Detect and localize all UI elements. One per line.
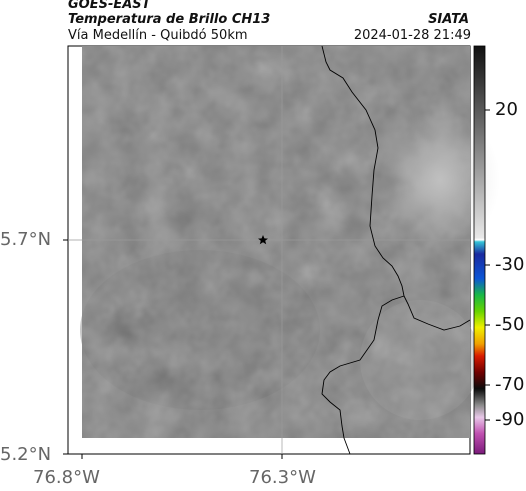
x-tick-label: 76.3°W bbox=[249, 467, 316, 488]
subtitle-timestamp: 2024-01-28 21:49 bbox=[353, 28, 471, 43]
title-org: SIATA bbox=[428, 12, 469, 27]
star-icon bbox=[258, 235, 268, 245]
y-tick-label: 5.7°N bbox=[0, 229, 52, 250]
border-line bbox=[321, 45, 471, 455]
subtitle-region: Vía Medellín - Quibdó 50km bbox=[68, 28, 248, 43]
title-satellite: GOES-EAST bbox=[68, 0, 151, 12]
x-tick-label: 76.8°W bbox=[33, 467, 100, 488]
colorbar-tick-label: 20 bbox=[495, 99, 518, 120]
colorbar-tick-label: -50 bbox=[495, 314, 525, 335]
colorbar bbox=[473, 45, 486, 455]
colorbar-tick-label: -90 bbox=[495, 409, 525, 430]
colorbar-tick-label: -70 bbox=[495, 374, 525, 395]
title-product: Temperatura de Brillo CH13 bbox=[68, 12, 271, 27]
y-tick-label: 5.2°N bbox=[0, 444, 52, 465]
colorbar-tick-label: -30 bbox=[495, 254, 525, 275]
